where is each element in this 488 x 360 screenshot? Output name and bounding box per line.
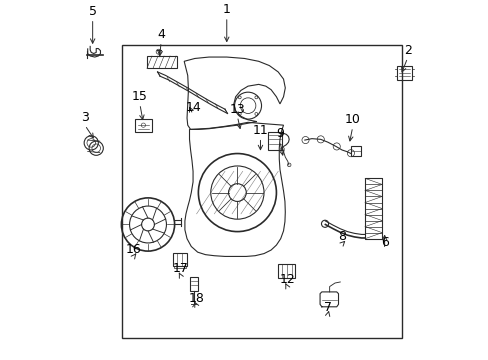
Text: 14: 14	[185, 101, 201, 114]
Text: 18: 18	[188, 292, 204, 305]
Bar	[267, 131, 282, 150]
Bar	[396, 66, 411, 80]
Text: 8: 8	[337, 230, 346, 243]
Bar	[174, 266, 186, 269]
Bar	[365, 178, 381, 239]
Text: 10: 10	[344, 113, 360, 126]
Text: 11: 11	[252, 124, 268, 137]
Bar	[122, 45, 402, 338]
Text: 9: 9	[275, 127, 284, 140]
Bar	[146, 56, 177, 68]
Bar	[189, 277, 198, 291]
Bar	[134, 119, 152, 131]
Text: 17: 17	[172, 262, 188, 275]
Text: 4: 4	[157, 28, 165, 41]
Text: 15: 15	[132, 90, 147, 103]
Text: 7: 7	[323, 301, 331, 314]
Text: 13: 13	[229, 103, 245, 116]
Text: 6: 6	[380, 236, 388, 249]
Text: 2: 2	[403, 44, 411, 57]
Bar	[278, 264, 295, 278]
Text: 3: 3	[81, 112, 89, 125]
Bar	[350, 147, 360, 156]
Text: 1: 1	[223, 3, 230, 16]
Text: 16: 16	[126, 243, 142, 256]
Text: 5: 5	[88, 5, 97, 18]
Bar	[172, 253, 186, 266]
Text: 12: 12	[279, 273, 294, 286]
